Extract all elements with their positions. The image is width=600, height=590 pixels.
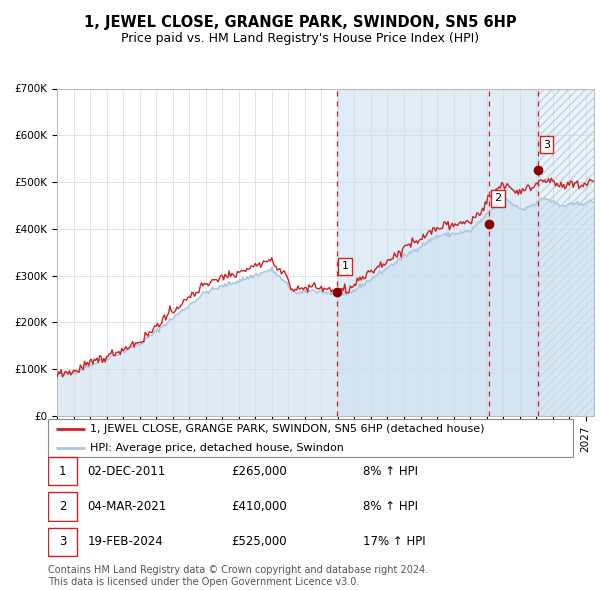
Text: 8% ↑ HPI: 8% ↑ HPI xyxy=(363,500,418,513)
FancyBboxPatch shape xyxy=(48,493,77,520)
Text: £265,000: £265,000 xyxy=(232,464,287,478)
Bar xyxy=(337,88,538,416)
Text: 1, JEWEL CLOSE, GRANGE PARK, SWINDON, SN5 6HP (detached house): 1, JEWEL CLOSE, GRANGE PARK, SWINDON, SN… xyxy=(90,424,485,434)
Text: 1: 1 xyxy=(341,261,349,271)
Text: 1: 1 xyxy=(59,464,66,478)
FancyBboxPatch shape xyxy=(48,419,573,457)
Text: 2: 2 xyxy=(494,194,501,204)
Text: Contains HM Land Registry data © Crown copyright and database right 2024.
This d: Contains HM Land Registry data © Crown c… xyxy=(48,565,428,587)
Text: 02-DEC-2011: 02-DEC-2011 xyxy=(88,464,166,478)
Text: 04-MAR-2021: 04-MAR-2021 xyxy=(88,500,167,513)
Text: 3: 3 xyxy=(543,140,550,150)
FancyBboxPatch shape xyxy=(48,528,77,556)
Text: 3: 3 xyxy=(59,535,66,549)
Bar xyxy=(538,88,594,416)
Bar xyxy=(538,88,594,416)
FancyBboxPatch shape xyxy=(48,457,77,485)
Text: Price paid vs. HM Land Registry's House Price Index (HPI): Price paid vs. HM Land Registry's House … xyxy=(121,32,479,45)
Text: 17% ↑ HPI: 17% ↑ HPI xyxy=(363,535,425,549)
Text: £410,000: £410,000 xyxy=(232,500,287,513)
Text: 1, JEWEL CLOSE, GRANGE PARK, SWINDON, SN5 6HP: 1, JEWEL CLOSE, GRANGE PARK, SWINDON, SN… xyxy=(83,15,517,30)
Text: £525,000: £525,000 xyxy=(232,535,287,549)
Text: HPI: Average price, detached house, Swindon: HPI: Average price, detached house, Swin… xyxy=(90,442,344,453)
Text: 2: 2 xyxy=(59,500,66,513)
Text: 19-FEB-2024: 19-FEB-2024 xyxy=(88,535,163,549)
Text: 8% ↑ HPI: 8% ↑ HPI xyxy=(363,464,418,478)
